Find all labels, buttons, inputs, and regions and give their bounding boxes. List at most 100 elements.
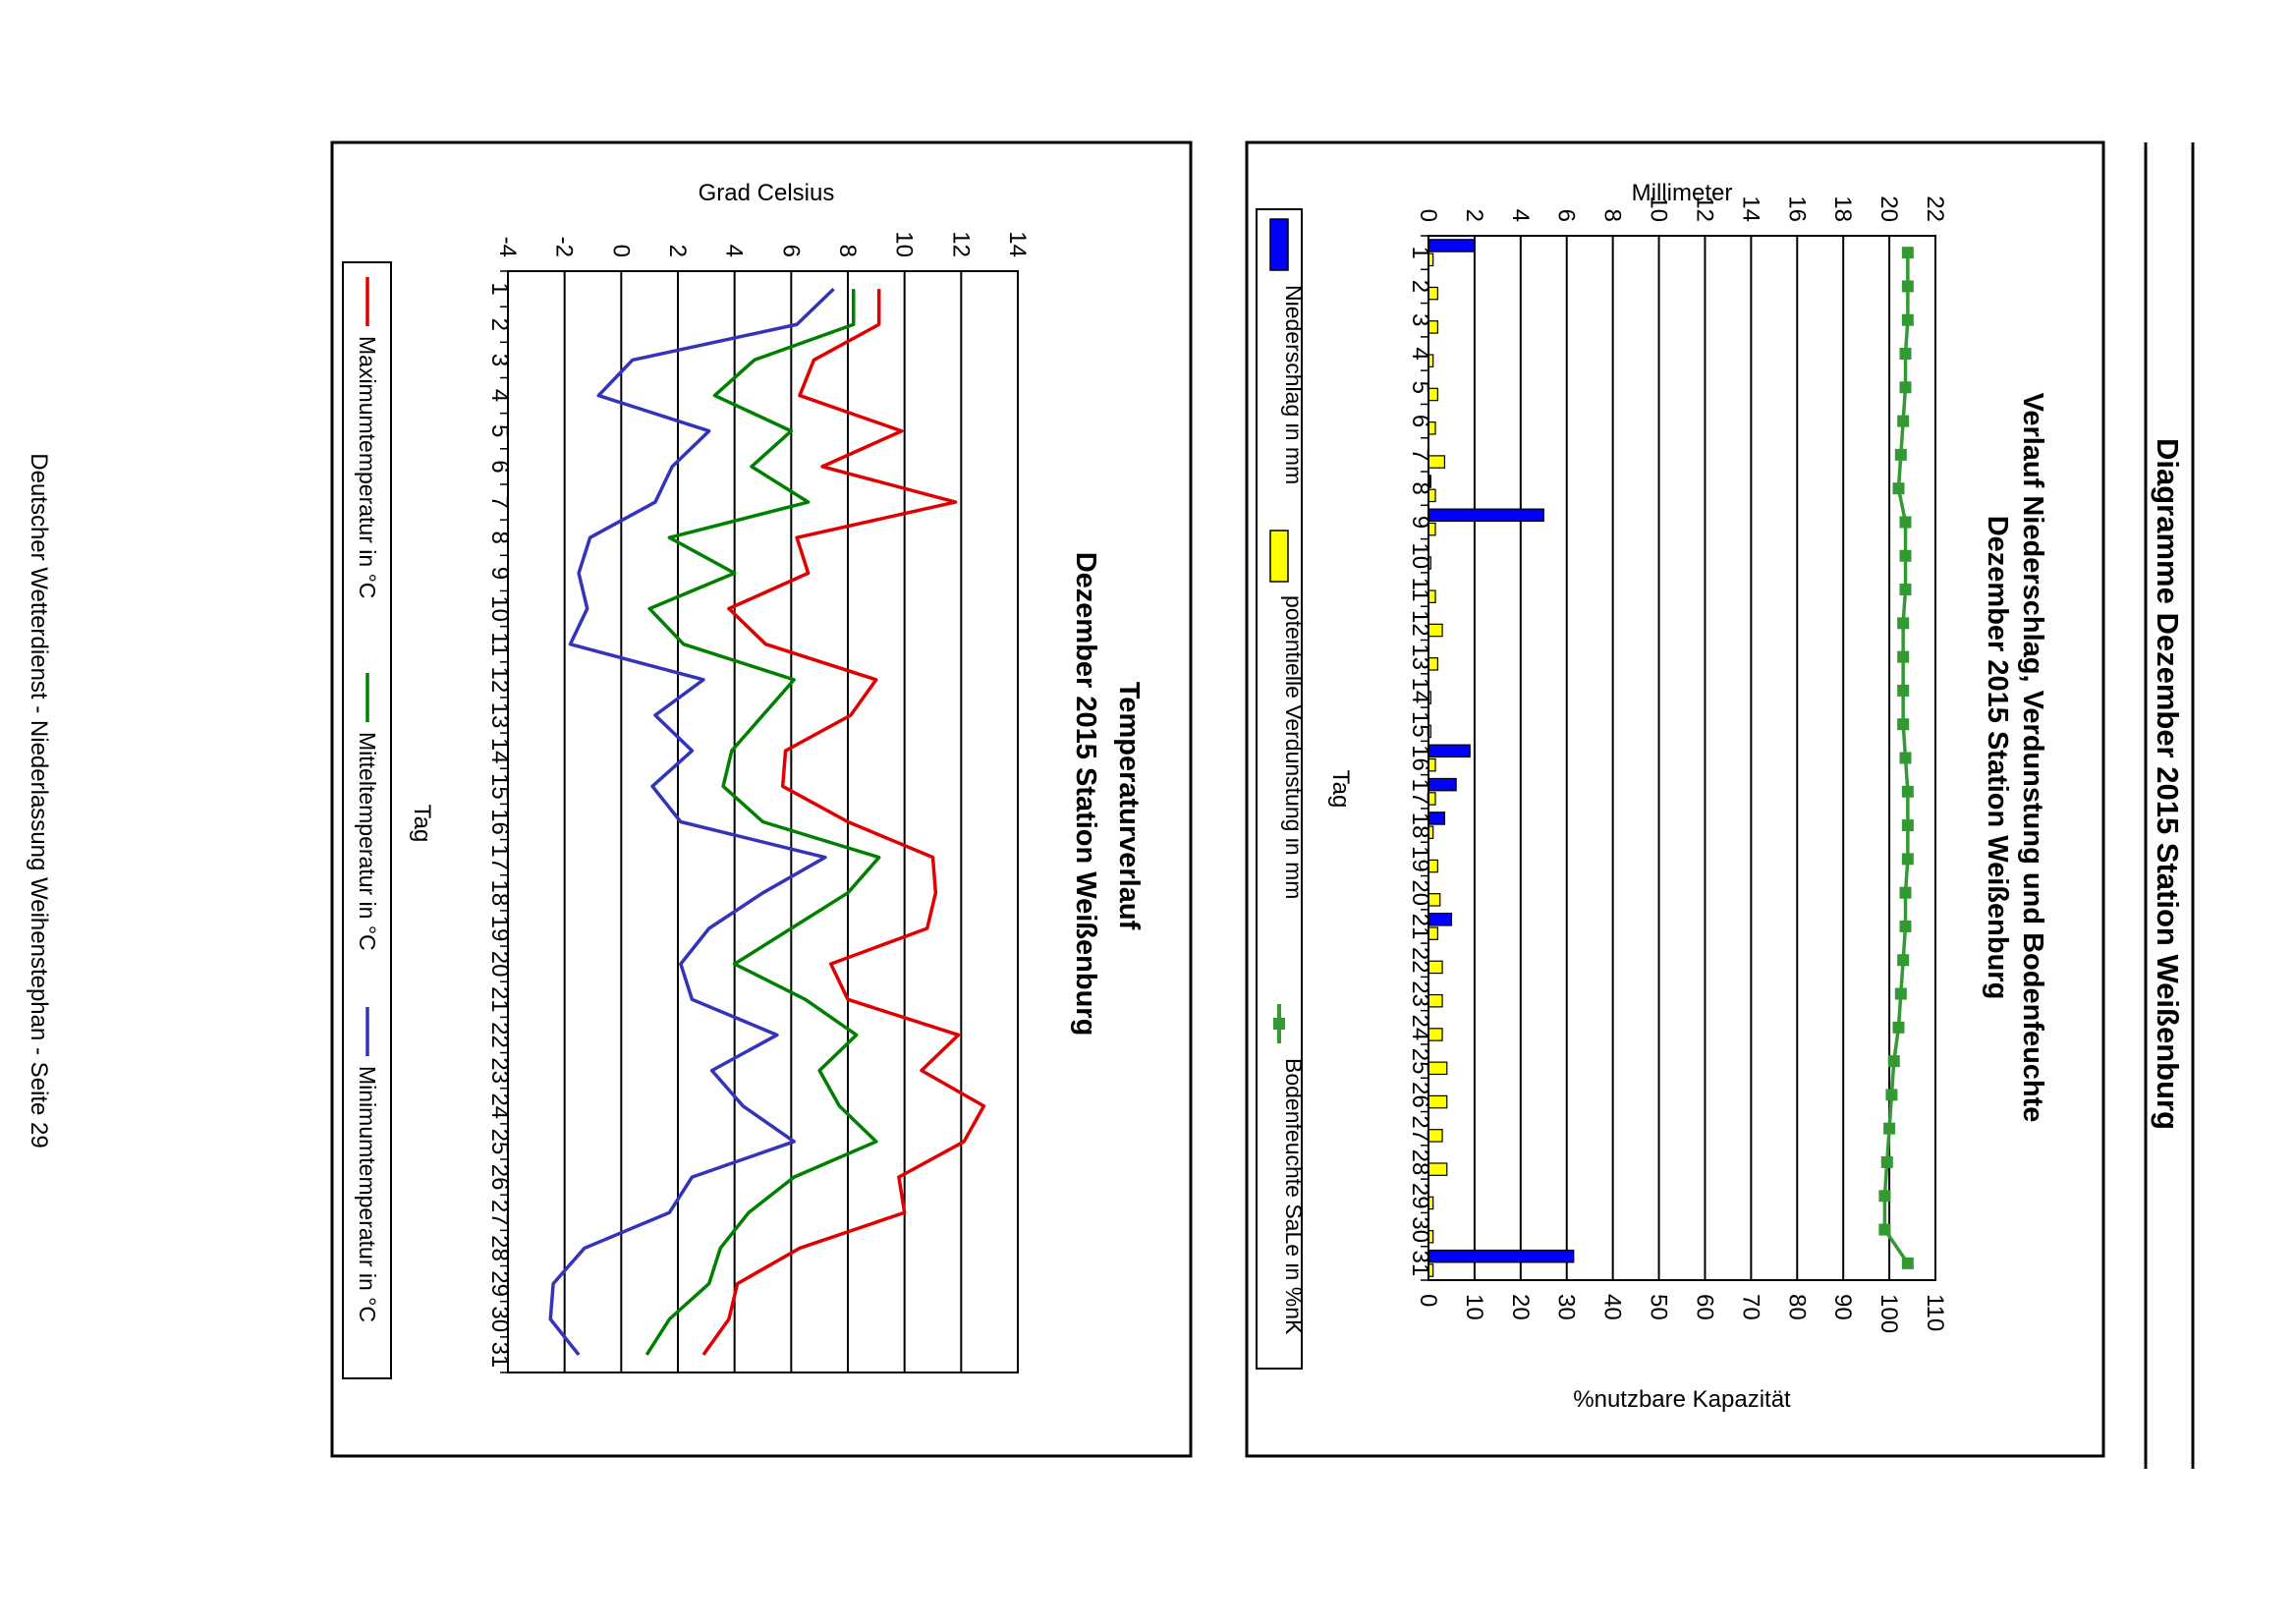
max-temp-line	[701, 289, 986, 1356]
bodenfeuchte-marker	[1897, 650, 1910, 663]
precip-x-tick-label: 28	[1407, 1149, 1433, 1176]
precip-x-tick-label: 17	[1407, 778, 1433, 805]
precip-y2-tick-label: 60	[1691, 1294, 1717, 1320]
bodenfeuchte-marker	[1901, 785, 1914, 798]
legend-min-label: Minimumtemperatur in °C	[355, 1066, 380, 1322]
precip-subtitle: Dezember 2015 Station Weißenburg	[1982, 516, 2013, 1000]
precip-y-tick-label: 20	[1875, 196, 1902, 222]
precip-x-tick-label: 1	[1407, 246, 1433, 258]
precip-x-tick-label: 13	[1407, 644, 1433, 670]
precip-x-tick-label: 29	[1407, 1183, 1433, 1209]
precip-y-tick-label: 2	[1461, 209, 1487, 222]
temp-x-tick-label: 11	[486, 632, 513, 656]
temp-x-tick-label: 9	[486, 567, 513, 580]
temp-x-tick-label: 21	[486, 986, 513, 1013]
bodenfeuchte-marker	[1901, 313, 1914, 326]
bodenfeuchte-marker	[1901, 1257, 1914, 1269]
bodenfeuchte-marker	[1894, 987, 1907, 1000]
bodenfeuchte-marker	[1901, 247, 1914, 259]
precip-y-tick-label: 6	[1553, 209, 1580, 222]
temp-x-tick-label: 17	[486, 844, 513, 870]
precip-y2-tick-label: 20	[1507, 1294, 1534, 1320]
precip-x-tick-label: 26	[1407, 1082, 1433, 1108]
temp-y-tick-label: 4	[721, 245, 748, 257]
precip-y-tick-label: 12	[1691, 196, 1717, 222]
precip-x-tick-label: 10	[1407, 542, 1433, 569]
legend-mittel-label: Mitteltemperatur in °C	[355, 732, 380, 951]
precip-y2-tick-label: 40	[1599, 1294, 1626, 1320]
precip-y-tick-label: 0	[1415, 209, 1441, 222]
temp-x-tick-label: 13	[486, 702, 513, 729]
bodenfeuchte-marker	[1897, 617, 1910, 630]
precip-plot-border	[1427, 235, 1936, 1281]
temp-x-tick-label: 30	[486, 1306, 513, 1332]
precip-x-tick-label: 14	[1407, 678, 1433, 704]
bodenfeuchte-marker	[1887, 1055, 1900, 1068]
temp-x-tick-label: 3	[486, 354, 513, 366]
bodenfeuchte-marker	[1878, 1223, 1891, 1236]
legend-bodenfeuchte-marker	[1273, 1018, 1285, 1030]
temp-y-tick-label: -2	[551, 237, 578, 257]
precip-y-tick-label: 10	[1646, 196, 1672, 222]
bodenfeuchte-marker	[1901, 853, 1914, 866]
bodenfeuchte-marker	[1878, 1190, 1891, 1203]
legend-verdunstung-label: potentielle Verdunstung in mm	[1281, 595, 1307, 899]
temp-legend-box	[342, 261, 392, 1379]
precip-y2-tick-label: 110	[1922, 1294, 1948, 1331]
temp-y-tick-label: 10	[891, 231, 918, 257]
precip-x-tick-label: 2	[1407, 280, 1433, 293]
precip-x-tick-label: 7	[1407, 448, 1433, 461]
temp-x-tick-label: 27	[486, 1200, 513, 1226]
bodenfeuchte-marker	[1899, 752, 1912, 764]
temp-x-tick-label: 20	[486, 951, 513, 978]
bodenfeuchte-marker	[1899, 920, 1912, 932]
bodenfeuchte-marker	[1901, 819, 1914, 832]
precip-x-tick-label: 6	[1407, 415, 1433, 427]
temp-x-tick-label: 24	[486, 1092, 513, 1119]
mittel-temp-line	[644, 289, 881, 1356]
bodenfeuchte-marker	[1899, 584, 1912, 596]
temp-legend: Maximumtemperatur in °C Mitteltemperatur…	[342, 261, 392, 1379]
bodenfeuchte-marker	[1899, 886, 1912, 899]
precip-legend: Niederschlag in mm potentielle Verdunstu…	[1256, 208, 1307, 1370]
temp-subtitle: Dezember 2015 Station Weißenburg	[1070, 552, 1101, 1036]
precip-y2-tick-label: 0	[1415, 1294, 1441, 1307]
temp-y-tick-label: -4	[494, 237, 521, 257]
precip-x-tick-label: 11	[1407, 578, 1433, 602]
precip-x-tick-label: 4	[1407, 347, 1433, 360]
precip-x-tick-label: 30	[1407, 1216, 1433, 1243]
temp-x-tick-label: 19	[486, 916, 513, 942]
precip-x-tick-label: 5	[1407, 381, 1433, 394]
precip-y-tick-label: 14	[1737, 196, 1763, 222]
bodenfeuchte-marker	[1897, 415, 1910, 427]
temp-y-tick-label: 2	[664, 245, 691, 257]
precip-x-tick-label: 9	[1407, 516, 1433, 529]
precip-x-tick-label: 8	[1407, 481, 1433, 494]
temp-chart-frame	[330, 140, 1193, 1458]
precip-y-tick-label: 4	[1507, 209, 1534, 222]
temp-x-tick-label: 10	[486, 595, 513, 622]
precip-y2-tick-label: 70	[1737, 1294, 1763, 1320]
bodenfeuchte-marker	[1892, 1021, 1905, 1034]
precip-x-tick-label: 27	[1407, 1115, 1433, 1142]
temp-y-tick-label: 8	[834, 245, 861, 257]
precip-x-tick-label: 20	[1407, 879, 1433, 906]
bodenfeuchte-marker	[1899, 516, 1912, 529]
precip-y2-tick-label: 10	[1461, 1294, 1487, 1320]
precip-y2-tick-label: 50	[1646, 1294, 1672, 1320]
bodenfeuchte-marker	[1899, 381, 1912, 394]
bodenfeuchte-marker	[1899, 549, 1912, 562]
bodenfeuchte-marker	[1897, 954, 1910, 967]
temp-x-tick-label: 1	[486, 282, 513, 295]
temp-x-tick-label: 12	[486, 667, 513, 694]
temp-y-tick-label: 6	[777, 245, 804, 257]
precip-y2label: %nutzbare Kapazität	[1573, 1386, 1791, 1413]
bodenfeuchte-marker	[1883, 1122, 1896, 1135]
precip-chart: 0 2 4 6 8 10 12 14 16 18 20 22 0 10 20 30 40 50 60 70 80 90 1…	[1256, 180, 2048, 1413]
temp-x-tick-label: 4	[486, 389, 513, 402]
bodenfeuchte-marker	[1897, 718, 1910, 731]
temp-x-tick-label: 25	[486, 1129, 513, 1155]
temp-x-tick-label: 31	[486, 1342, 513, 1369]
temp-y-tick-label: 0	[607, 245, 634, 257]
